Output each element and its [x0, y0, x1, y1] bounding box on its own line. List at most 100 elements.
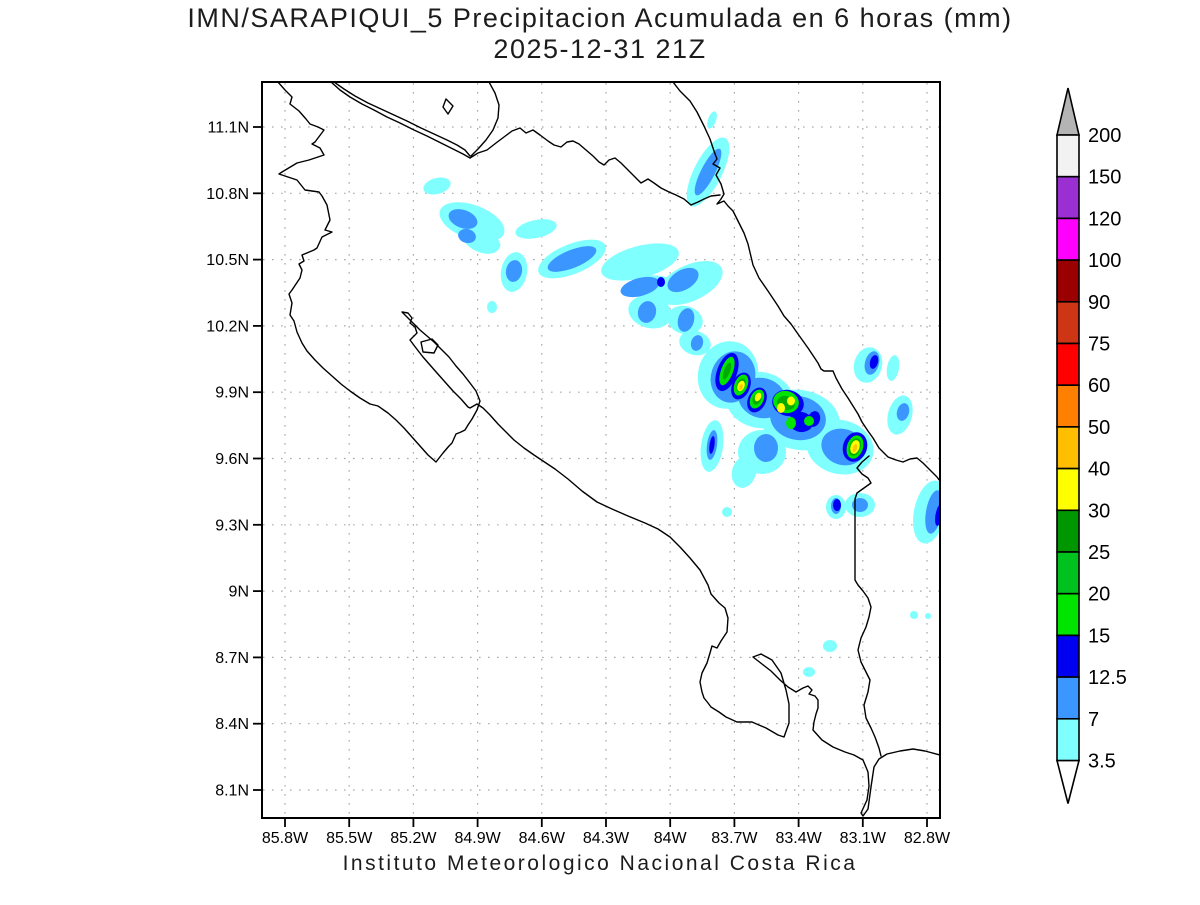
- lon-label: 83.7W: [711, 830, 758, 847]
- lon-label: 84.3W: [583, 830, 630, 847]
- colorbar-cell: [1056, 426, 1080, 470]
- precip-blob: [754, 392, 762, 402]
- lat-label: 9.3N: [215, 517, 249, 534]
- plot-title: IMN/SARAPIQUI_5 Precipitacion Acumulada …: [0, 3, 1200, 64]
- precip-blob: [738, 384, 744, 390]
- precip-blob: [777, 403, 785, 413]
- precip-blob: [786, 417, 796, 429]
- lake-nicaragua-south-shore: [334, 83, 471, 157]
- colorbar-label: 12.5: [1088, 667, 1127, 689]
- precip-blob: [886, 355, 900, 381]
- precip-blob: [709, 436, 715, 454]
- lat-label: 8.7N: [215, 650, 249, 667]
- colorbar-cell: [1056, 217, 1080, 261]
- colorbar-label: 3.5: [1088, 751, 1116, 773]
- colorbar-label: 200: [1088, 125, 1121, 147]
- colorbar-cell: [1056, 259, 1080, 303]
- lon-label: 85.5W: [326, 830, 373, 847]
- colorbar-label: 20: [1088, 584, 1110, 606]
- precip-layer-30mm: [737, 380, 860, 454]
- colorbar-label: 75: [1088, 334, 1110, 356]
- precip-blob: [787, 396, 795, 406]
- lon-label: 83.1W: [840, 830, 887, 847]
- colorbar-label: 7: [1088, 709, 1099, 731]
- colorbar-cell: [1056, 134, 1080, 178]
- precip-blob: [833, 499, 841, 511]
- caribbean-coastline: [672, 83, 939, 481]
- lat-label: 9.9N: [215, 385, 249, 402]
- chira-island: [420, 338, 439, 354]
- colorbar-label: 100: [1088, 250, 1121, 272]
- axis-labels: 85.8W 85.5W 85.2W 84.9W 84.6W 84.3W 84W 83.7W 83…: [206, 120, 951, 848]
- plot-title-line1: IMN/SARAPIQUI_5 Precipitacion Acumulada …: [187, 3, 1013, 33]
- lake-nicaragua-east-shore: [470, 83, 500, 157]
- precip-blob: [487, 242, 501, 252]
- lat-label: 10.8N: [206, 186, 249, 203]
- coastlines-and-borders: [277, 83, 939, 817]
- colorbar-label: 40: [1088, 459, 1110, 481]
- precip-blob: [852, 498, 868, 512]
- colorbar-label: 90: [1088, 292, 1110, 314]
- precip-blob: [601, 243, 679, 281]
- precip-blob: [448, 209, 478, 229]
- colorbar-cell: [1056, 717, 1080, 762]
- lat-label: 10.5N: [206, 252, 249, 269]
- precip-blob: [823, 640, 837, 652]
- precip-blob: [657, 277, 665, 287]
- colorbar-label: 15: [1088, 625, 1110, 647]
- precip-blob: [620, 276, 660, 298]
- precip-blob: [515, 219, 557, 239]
- precip-blob: [707, 111, 717, 129]
- precip-blob: [935, 504, 939, 526]
- colorbar-over-arrow: [1055, 87, 1081, 136]
- panama-border: [854, 455, 882, 757]
- precip-blob: [423, 177, 451, 195]
- colorbar-cell: [1056, 300, 1080, 345]
- precip-blob: [731, 456, 757, 488]
- colorbar-cell: [1056, 676, 1080, 720]
- lon-label: 85.2W: [390, 830, 437, 847]
- colorbar-legend: 200 150 120 100 90 75 60 50 40 30 25 20 15 12.5 7 3.5: [1055, 87, 1127, 804]
- colorbar-label: 25: [1088, 542, 1110, 564]
- lat-label: 8.4N: [215, 716, 249, 733]
- plot-title-line2: 2025-12-31 21Z: [493, 34, 707, 64]
- precip-blob: [852, 444, 858, 452]
- precip-blob: [677, 308, 695, 332]
- colorbar-under-arrow: [1055, 759, 1081, 804]
- ometepe-island: [442, 98, 454, 115]
- precip-blob: [754, 434, 778, 462]
- colorbar-label: 30: [1088, 500, 1110, 522]
- colorbar-label: 120: [1088, 208, 1121, 230]
- lon-label: 84W: [654, 830, 688, 847]
- lon-label: 85.8W: [262, 830, 309, 847]
- precip-blob: [869, 355, 879, 369]
- precip-layer-3.5mm: [423, 111, 939, 677]
- precip-blob: [804, 416, 814, 426]
- precip-blob: [690, 335, 704, 351]
- colorbar-cell: [1056, 467, 1080, 512]
- axis-ticks: [253, 126, 928, 827]
- precip-blob: [637, 301, 657, 323]
- map-frame: [261, 81, 941, 819]
- colorbar-cell: [1056, 592, 1080, 637]
- precip-blob: [925, 613, 931, 619]
- precip-blob: [667, 267, 699, 293]
- lon-label: 84.6W: [519, 830, 566, 847]
- lat-label: 10.2N: [206, 318, 249, 335]
- colorbar-label: 150: [1088, 167, 1121, 189]
- colorbar-cell: [1056, 342, 1080, 387]
- precip-blob: [896, 403, 910, 421]
- colorbar-cell: [1056, 634, 1080, 678]
- precip-blob: [487, 301, 497, 313]
- precip-blob: [547, 246, 597, 272]
- pacific-coastline: [277, 83, 939, 817]
- colorbar-cell: [1056, 551, 1080, 595]
- precip-blob: [722, 507, 732, 517]
- colorbar-label: 60: [1088, 375, 1110, 397]
- lat-label: 11.1N: [207, 120, 249, 137]
- lon-label: 84.9W: [454, 830, 501, 847]
- precip-blob: [722, 362, 732, 380]
- colorbar-cell: [1056, 509, 1080, 553]
- precip-layer-40mm: [738, 384, 858, 452]
